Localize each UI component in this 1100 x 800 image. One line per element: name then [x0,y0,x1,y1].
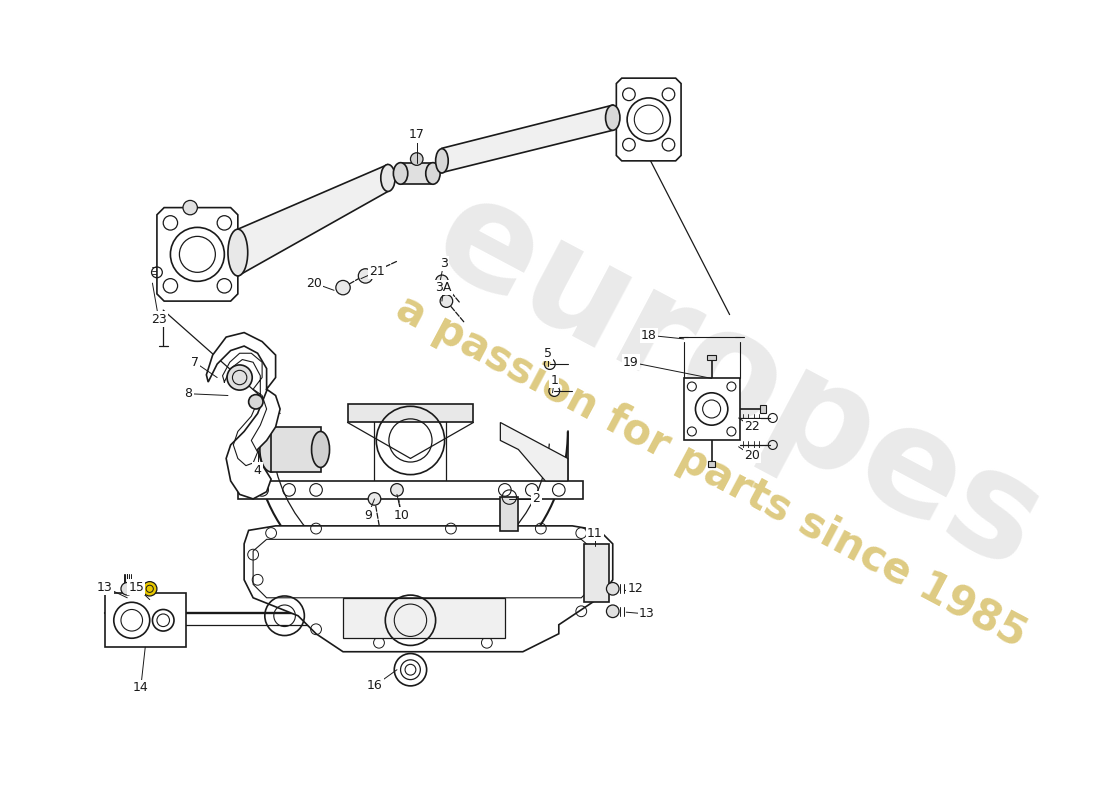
Polygon shape [708,461,715,466]
Text: 13: 13 [97,581,112,594]
Text: 18: 18 [641,329,657,342]
Polygon shape [400,162,433,184]
Text: 15: 15 [129,581,144,594]
Text: 4: 4 [254,464,262,477]
Polygon shape [760,406,766,413]
Circle shape [183,201,197,214]
Circle shape [368,493,381,505]
Text: 13: 13 [639,607,654,621]
Circle shape [436,275,448,288]
Circle shape [249,394,263,409]
Text: 3: 3 [440,257,448,270]
Circle shape [606,582,619,595]
Text: 19: 19 [623,356,639,369]
Ellipse shape [394,162,408,184]
Text: 17: 17 [409,128,425,142]
Circle shape [121,582,133,595]
Polygon shape [500,422,568,481]
Text: 5: 5 [544,346,552,360]
Text: 23: 23 [151,313,166,326]
Circle shape [390,484,404,496]
Text: a passion for parts since 1985: a passion for parts since 1985 [389,287,1034,657]
Ellipse shape [228,229,248,276]
Polygon shape [238,165,388,276]
Circle shape [606,605,619,618]
Polygon shape [271,427,320,472]
Text: 14: 14 [133,681,148,694]
Text: 2: 2 [532,492,540,506]
Ellipse shape [381,165,395,191]
Polygon shape [616,78,681,161]
Polygon shape [238,481,583,499]
Text: 3A: 3A [436,281,452,294]
Ellipse shape [436,149,448,173]
Ellipse shape [260,427,283,472]
Text: 16: 16 [366,679,383,692]
Polygon shape [500,497,518,531]
Polygon shape [157,208,238,301]
Circle shape [143,582,157,596]
Text: 1: 1 [550,374,558,386]
Text: 8: 8 [185,387,192,400]
Ellipse shape [426,162,440,184]
Polygon shape [442,105,613,173]
Text: 21: 21 [370,265,385,278]
Circle shape [336,281,350,295]
Polygon shape [584,544,609,602]
Ellipse shape [605,105,620,130]
Text: 20: 20 [745,450,760,462]
Ellipse shape [311,431,330,467]
Text: 22: 22 [745,421,760,434]
Text: 9: 9 [364,509,372,522]
Polygon shape [348,405,473,422]
Text: europes: europes [412,164,1065,600]
Polygon shape [207,333,280,499]
Text: 12: 12 [627,582,644,595]
Circle shape [410,153,424,166]
Circle shape [440,295,453,307]
Text: 11: 11 [587,526,603,539]
Text: 7: 7 [190,356,199,369]
Circle shape [227,365,252,390]
Polygon shape [707,355,716,361]
Polygon shape [343,598,505,638]
Circle shape [359,269,373,283]
Polygon shape [104,594,186,647]
Text: 10: 10 [394,509,409,522]
Text: 20: 20 [306,277,322,290]
Polygon shape [684,378,739,441]
Polygon shape [244,526,613,652]
